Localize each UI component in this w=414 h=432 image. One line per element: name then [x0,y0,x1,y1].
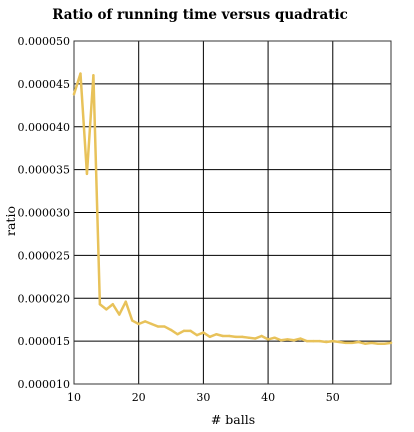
y-tick-label-7: 0.000045 [18,78,71,91]
data-point [260,334,263,338]
y-tick-label-5: 0.000035 [18,164,71,177]
series-layer [72,72,393,345]
data-point [338,340,341,344]
data-point [124,300,127,303]
y-tick-label-2: 0.000020 [18,292,71,305]
data-point [79,72,82,75]
plot-frame [73,40,392,385]
data-point [85,172,89,176]
data-point [241,335,244,339]
data-point [357,340,360,344]
data-point [189,329,192,333]
data-point [325,340,328,344]
data-point [370,341,373,345]
x-tick-label-4: 50 [326,391,340,404]
data-point [72,92,76,96]
data-point [208,335,212,339]
data-point [286,338,289,341]
data-point [292,339,296,342]
data-point [228,334,231,338]
x-tick-label-0: 10 [67,391,81,404]
data-point [163,325,166,328]
data-point [247,336,250,339]
data-point [98,303,102,306]
y-tick-label-6: 0.000040 [18,121,71,134]
data-point [312,339,315,343]
data-point [105,308,108,311]
data-point [376,342,380,345]
data-point [202,331,205,334]
data-point [279,339,283,342]
series-line-0 [72,72,393,345]
data-point [305,339,309,343]
data-point [111,303,115,306]
data-point [131,319,134,322]
data-point [273,336,276,339]
y-tick-label-4: 0.000030 [18,207,71,220]
data-point [176,333,179,336]
grid-lines [73,40,391,385]
data-point [299,337,302,340]
data-point [137,322,140,326]
data-point [156,325,160,328]
y-tick-label-8: 0.000050 [18,35,71,48]
x-tick-labels: 10 20 30 40 50 [67,391,340,404]
x-axis-label: # balls [211,412,255,427]
y-tick-label-1: 0.000015 [18,335,71,348]
data-point [221,334,224,338]
data-point [150,322,153,326]
data-point [118,313,121,316]
x-tick-label-1: 20 [132,391,146,404]
data-point [383,342,386,345]
data-point [344,341,347,345]
data-point [195,333,199,337]
data-point [234,335,237,339]
y-tick-label-0: 0.000010 [18,378,71,391]
data-point [143,320,147,323]
data-point [389,341,393,345]
x-tick-label-3: 40 [261,391,275,404]
data-point [350,341,354,345]
data-point [363,342,367,345]
data-point [318,339,322,343]
data-point [215,333,218,336]
data-point [182,329,186,333]
y-tick-label-3: 0.000025 [18,249,71,262]
x-tick-label-2: 30 [196,391,210,404]
data-point [92,74,95,77]
data-point [169,328,173,332]
y-tick-labels: 0.000010 0.000015 0.000020 0.000025 0.000030… [18,35,71,391]
data-point [266,338,270,341]
chart-title: Ratio of running time versus quadratic [52,7,348,23]
data-point [331,339,334,343]
data-point [253,337,257,340]
y-axis-label: ratio [3,206,18,236]
